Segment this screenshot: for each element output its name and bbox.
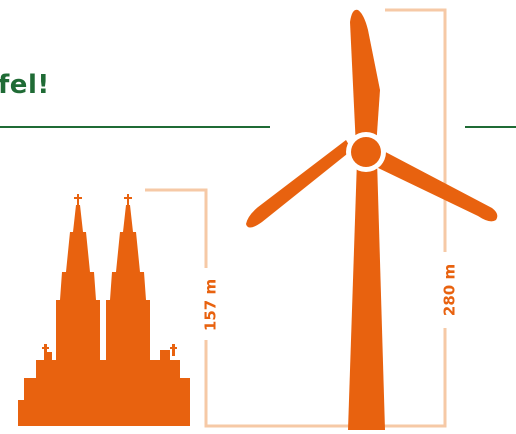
headline: fel! bbox=[0, 70, 50, 100]
turbine-blade-top bbox=[350, 9, 380, 148]
wind-turbine-icon bbox=[246, 9, 498, 430]
divider-right bbox=[465, 126, 516, 128]
cathedral-height-label: 157 m bbox=[202, 279, 220, 331]
guide-lines bbox=[145, 8, 447, 428]
divider-left bbox=[0, 126, 270, 128]
turbine-hub bbox=[351, 137, 381, 167]
turbine-tower bbox=[348, 160, 385, 430]
height-guides bbox=[145, 8, 447, 428]
turbine-blade-right bbox=[374, 148, 498, 222]
turbine-height-label: 280 m bbox=[441, 264, 459, 316]
cathedral-icon bbox=[18, 194, 190, 426]
turbine-blade-left bbox=[246, 140, 352, 228]
